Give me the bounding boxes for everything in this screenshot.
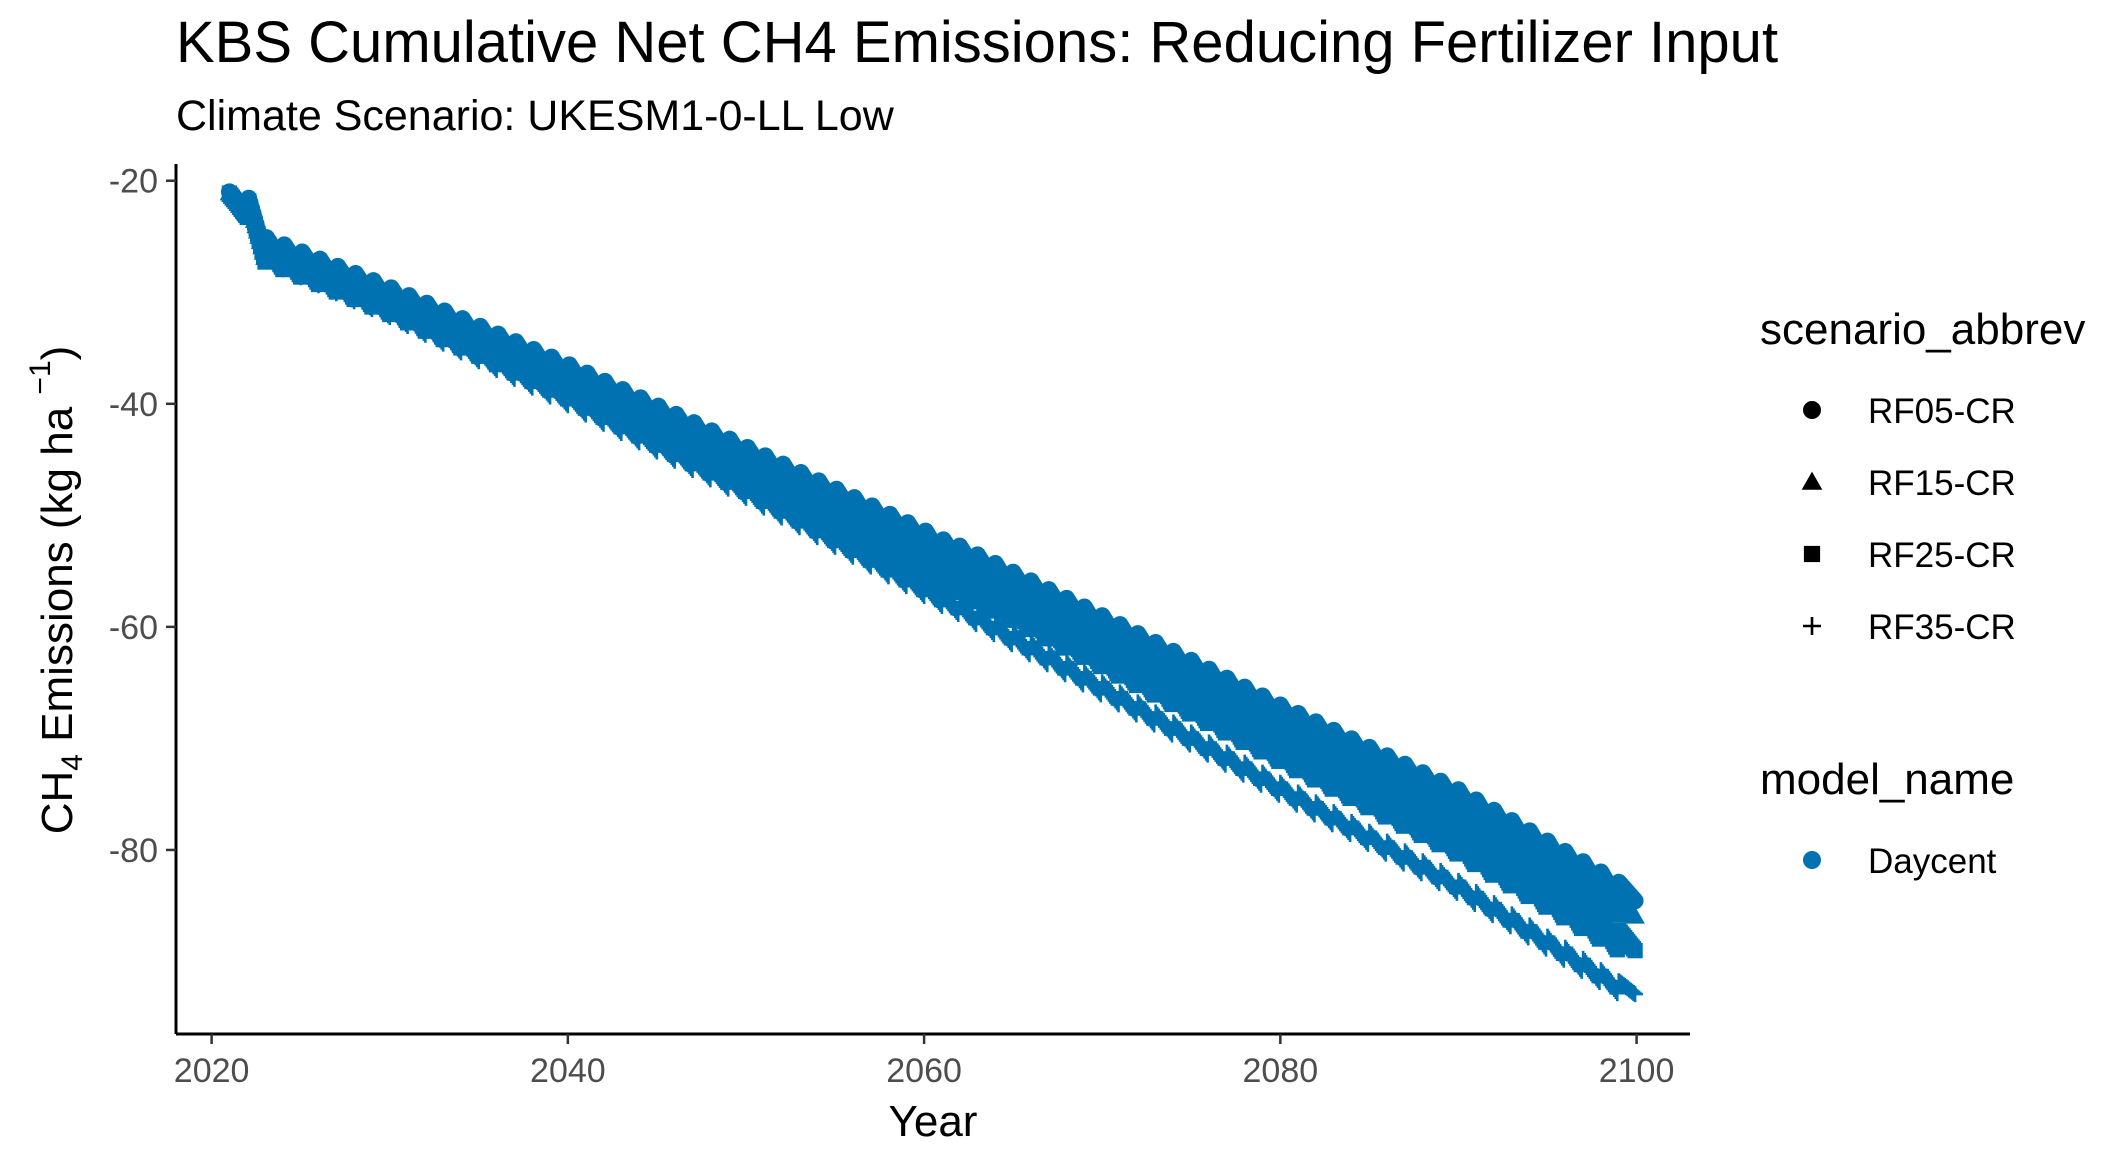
y-tick-label: -40 xyxy=(109,386,158,424)
y-axis-title-close: ) xyxy=(33,346,82,361)
legend-label: RF35-CR xyxy=(1868,608,2016,647)
data-point xyxy=(1627,986,1644,1003)
y-axis-ticks: -20 -40 -60 -80 xyxy=(109,163,176,870)
data-point xyxy=(1625,906,1645,924)
x-tick-label: 2040 xyxy=(530,1052,606,1090)
legend: scenario_abbrev RF05-CR RF15-CR RF25-CR RF3… xyxy=(1760,305,2085,881)
legend-shape-items: RF05-CR RF15-CR RF25-CR RF35-CR xyxy=(1801,392,2016,647)
y-axis-title-superscript: −1 xyxy=(24,360,57,394)
data-point xyxy=(1627,942,1643,959)
legend-label: RF05-CR xyxy=(1868,392,2016,431)
y-axis-title-text: Emissions (kg ha xyxy=(33,395,82,754)
legend-symbol-plus xyxy=(1803,617,1821,635)
y-axis-title-main: CH xyxy=(33,771,82,835)
x-tick-label: 2020 xyxy=(174,1052,250,1090)
x-axis-title: Year xyxy=(889,1097,978,1146)
legend-symbol-triangle xyxy=(1801,471,1823,490)
series-RF05-CR xyxy=(220,183,1644,910)
data-point xyxy=(1609,985,1626,1002)
data-point xyxy=(1626,892,1644,910)
legend-symbol-color xyxy=(1803,851,1821,869)
legend-label: RF15-CR xyxy=(1868,464,2016,503)
x-tick-label: 2100 xyxy=(1599,1052,1675,1090)
x-axis-ticks: 2020 2040 2060 2080 2100 xyxy=(174,1034,1675,1090)
y-tick-label: -60 xyxy=(109,609,158,647)
plot-area: -20 -40 -60 -80 2020 2040 2060 2080 2100 xyxy=(109,163,1690,1090)
legend-label: Daycent xyxy=(1868,842,1997,881)
y-axis-title-subscript: 4 xyxy=(56,754,89,771)
y-axis-title: CH4 Emissions (kg ha −1) xyxy=(24,346,89,835)
y-tick-label: -80 xyxy=(109,832,158,870)
legend-symbol-square xyxy=(1803,545,1821,563)
y-tick-label: -20 xyxy=(109,163,158,201)
legend-title-scenario: scenario_abbrev xyxy=(1760,305,2085,354)
legend-color-items: Daycent xyxy=(1803,842,1997,881)
chart-subtitle: Climate Scenario: UKESM1-0-LL Low xyxy=(176,92,895,140)
data-points xyxy=(219,183,1645,1003)
x-tick-label: 2060 xyxy=(886,1052,962,1090)
legend-label: RF25-CR xyxy=(1868,536,2016,575)
legend-title-model: model_name xyxy=(1760,755,2014,804)
legend-symbol-circle xyxy=(1803,401,1821,419)
chart-title: KBS Cumulative Net CH4 Emissions: Reduci… xyxy=(176,10,1778,75)
x-tick-label: 2080 xyxy=(1243,1052,1319,1090)
